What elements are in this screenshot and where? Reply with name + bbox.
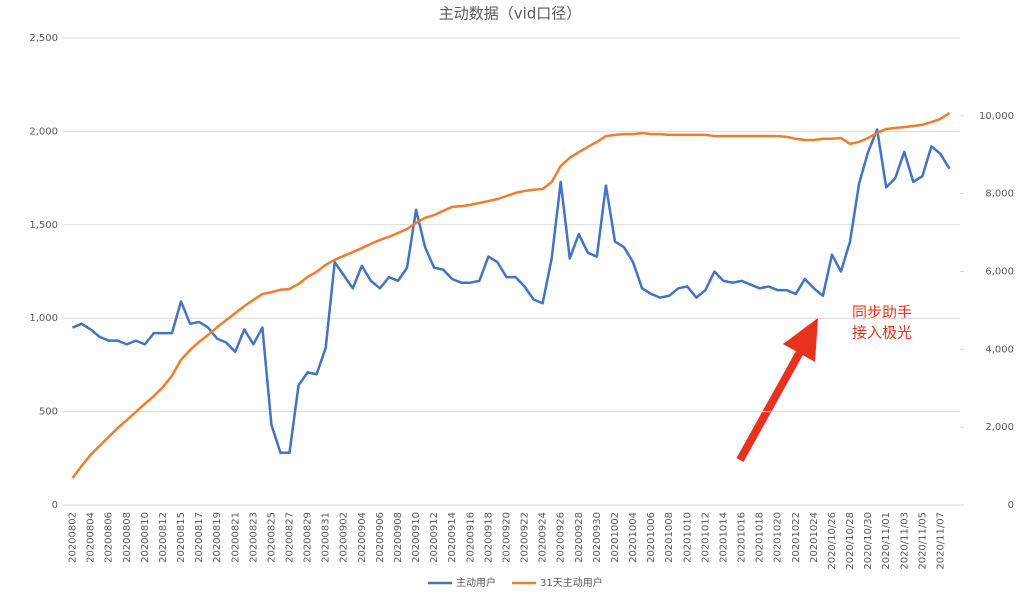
x-tick-label: 20200823 [248,512,259,563]
legend-label: 31天主动用户 [540,576,603,589]
x-tick-label: 2020/11/07 [935,512,946,570]
x-tick-label: 20200829 [303,512,314,563]
annotation: 同步助手 [852,304,912,322]
x-tick-label: 20201022 [791,512,802,563]
y-tick-label: 0 [52,500,58,511]
y-tick-label: 1,500 [29,220,58,231]
x-tick-label: 20200922 [520,512,531,563]
legend-label: 主动用户 [456,576,496,589]
x-tick-label: 20200908 [393,512,404,563]
x-tick-label: 2020/10/30 [863,512,874,570]
x-tick-label: 20200806 [104,512,115,563]
y-tick-label: 500 [39,407,58,418]
x-tick-label: 20200906 [375,512,386,563]
x-tick-label: 20200930 [592,512,603,563]
x-tick-label: 20200904 [357,512,368,563]
x-tick-label: 20200815 [176,512,187,563]
x-tick-label: 20201018 [755,512,766,563]
y2-tick-label: 6,000 [985,267,1014,278]
annotation: 接入极光 [852,324,912,342]
x-tick-label: 20201006 [646,512,657,563]
y2-tick-label: 2,000 [985,422,1014,433]
x-tick-label: 20201014 [718,512,729,563]
x-tick-label: 20200821 [230,512,241,563]
x-tick-label: 20200902 [339,512,350,563]
series-line [71,112,951,479]
x-tick-label: 20200819 [212,512,223,563]
x-tick-label: 20200831 [321,512,332,563]
x-tick-label: 20200928 [574,512,585,563]
x-tick-label: 20200916 [465,512,476,563]
x-tick-label: 20200802 [68,512,79,563]
x-tick-label: 2020/11/05 [917,512,928,570]
x-tick-label: 20200817 [194,512,205,563]
arrow-shaft [736,350,804,462]
x-tick-label: 20201010 [682,512,693,563]
x-tick-label: 20200825 [266,512,277,563]
y2-tick-label: 4,000 [985,344,1014,355]
x-tick-label: 20201004 [628,512,639,563]
series-line [72,128,951,454]
x-tick-label: 2020/10/28 [845,512,856,570]
x-tick-label: 20200918 [483,512,494,563]
x-tick-label: 20201024 [809,512,820,563]
x-tick-label: 20200920 [501,512,512,563]
x-tick-label: 2020/11/03 [899,512,910,570]
y-tick-label: 2,000 [29,126,58,137]
x-tick-label: 20201020 [773,512,784,563]
x-tick-label: 20201016 [737,512,748,563]
x-tick-label: 20200812 [158,512,169,563]
y2-tick-label: 10,000 [979,111,1014,122]
annotation-arrow [736,318,818,462]
x-tick-label: 2020/10/26 [827,512,838,570]
x-tick-label: 20200926 [556,512,567,563]
x-tick-label: 20200804 [86,512,97,563]
y-tick-label: 1,000 [29,313,58,324]
x-tick-label: 20200827 [285,512,296,563]
x-tick-label: 20201002 [610,512,621,563]
x-tick-label: 20201012 [700,512,711,563]
x-tick-label: 20201008 [664,512,675,563]
x-tick-label: 20200914 [447,512,458,563]
x-tick-label: 20200924 [538,512,549,563]
y2-tick-label: 8,000 [985,189,1014,200]
y-tick-label: 2,500 [29,33,58,44]
x-tick-label: 2020/11/01 [881,512,892,570]
arrow-head [783,318,818,362]
x-tick-label: 20200912 [429,512,440,563]
x-tick-label: 20200910 [411,512,422,563]
x-tick-label: 20200808 [122,512,133,563]
chart-title: 主动数据（vid口径） [439,5,582,23]
y2-tick-label: 0 [1008,500,1014,511]
x-tick-label: 20200810 [140,512,151,563]
